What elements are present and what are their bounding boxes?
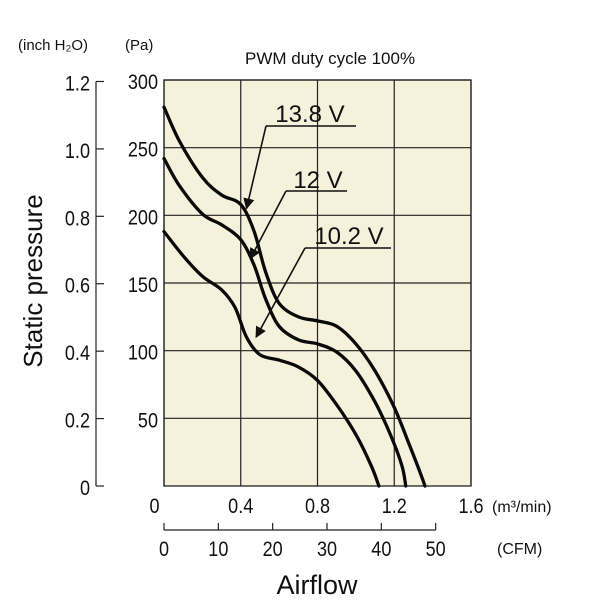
series-label-arrow bbox=[249, 190, 287, 260]
cfm-tick-label: 20 bbox=[263, 538, 283, 562]
series-annotations: 13.8 V 12 V 10.2 V bbox=[243, 101, 391, 339]
x-tick-labels: 0 0.4 0.8 1.2 1.6 bbox=[150, 495, 484, 519]
y-tick-label-pa: 250 bbox=[128, 138, 158, 162]
y-tick-label-inch: 0.2 bbox=[65, 409, 90, 433]
x-tick-label: 0.8 bbox=[305, 495, 330, 519]
y-tick-label-inch: 1.2 bbox=[65, 72, 90, 96]
cfm-tick-label: 10 bbox=[208, 538, 228, 562]
x-axis-label: Airflow bbox=[276, 570, 358, 600]
y-tick-label-inch: 1.0 bbox=[65, 140, 90, 164]
y-tick-label-inch: 0.4 bbox=[65, 342, 90, 366]
y-tick-labels-inch: 0 0.2 0.4 0.6 0.8 1.0 1.2 bbox=[65, 72, 104, 500]
x-unit-secondary: (CFM) bbox=[497, 541, 542, 558]
x-unit-primary: (m³/min) bbox=[492, 499, 552, 516]
y-axis-label: Static pressure bbox=[18, 194, 48, 367]
y-tick-label-pa: 50 bbox=[138, 409, 158, 433]
y-tick-label-pa: 150 bbox=[128, 274, 158, 298]
series-label-10-2-v: 10.2 V bbox=[314, 223, 383, 250]
series-label-arrow bbox=[255, 247, 306, 339]
x-tick-label: 1.2 bbox=[382, 495, 407, 519]
series-line-10-2-v bbox=[162, 229, 381, 488]
y-tick-label-inch: 0 bbox=[80, 477, 90, 501]
y-tick-label-pa: 200 bbox=[128, 206, 158, 230]
cfm-axis: 0 10 20 30 40 50 bbox=[159, 523, 446, 561]
series-lines bbox=[162, 105, 427, 488]
series-line-13-8-v bbox=[162, 105, 427, 488]
y-tick-labels-pa: 50 100 150 200 250 300 bbox=[128, 71, 158, 433]
y-tick-label-pa: 300 bbox=[128, 71, 158, 95]
x-tick-label: 1.6 bbox=[458, 495, 483, 519]
y-tick-label-inch: 0.8 bbox=[65, 207, 90, 231]
series-label-13-8-v: 13.8 V bbox=[275, 101, 344, 128]
series-line-12-v bbox=[162, 156, 408, 488]
plot-frame bbox=[163, 79, 472, 487]
cfm-tick-label: 50 bbox=[426, 538, 446, 562]
y-unit-right: (Pa) bbox=[125, 37, 153, 54]
y-tick-label-pa: 100 bbox=[128, 341, 158, 365]
series-label-arrow bbox=[243, 125, 267, 210]
cfm-tick-label: 0 bbox=[159, 538, 169, 562]
y-tick-label-inch: 0.6 bbox=[65, 275, 90, 299]
x-tick-label: 0 bbox=[150, 495, 160, 519]
chart-title: PWM duty cycle 100% bbox=[245, 49, 415, 68]
cfm-tick-label: 30 bbox=[317, 538, 337, 562]
grid bbox=[163, 79, 472, 487]
series-label-12-v: 12 V bbox=[293, 167, 342, 194]
y-unit-left: (inch H₂O) bbox=[18, 37, 88, 54]
cfm-tick-label: 40 bbox=[371, 538, 391, 562]
x-tick-label: 0.4 bbox=[228, 495, 253, 519]
